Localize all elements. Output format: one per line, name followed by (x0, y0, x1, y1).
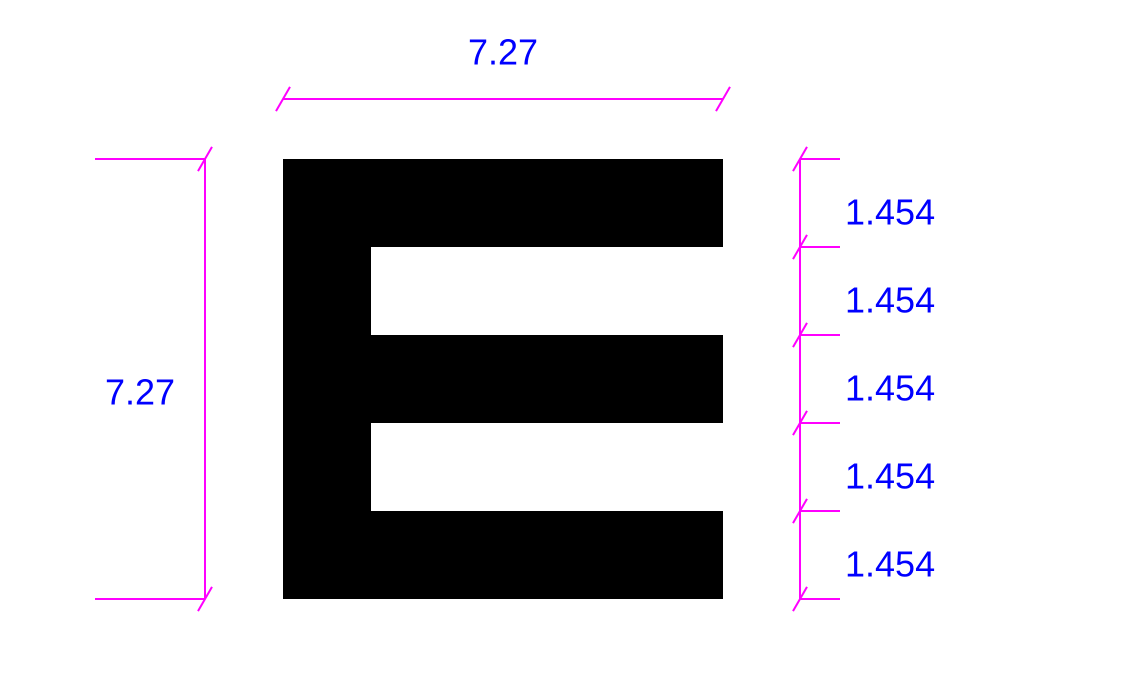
dimension-label-right-1: 1.454 (845, 280, 935, 321)
dimension-label-right-2: 1.454 (845, 368, 935, 409)
right-dimensions (793, 147, 840, 611)
dimension-label-right-0: 1.454 (845, 192, 935, 233)
dimension-label-right-4: 1.454 (845, 544, 935, 585)
dimension-label-top: 7.27 (468, 32, 538, 73)
dimension-diagram: 7.27 7.27 1.454 1.454 1.454 1.454 1.454 (0, 0, 1128, 676)
dimension-label-right-3: 1.454 (845, 456, 935, 497)
top-dimension (276, 75, 730, 123)
dimension-label-left: 7.27 (105, 372, 175, 413)
letter-e-shape (283, 159, 723, 599)
